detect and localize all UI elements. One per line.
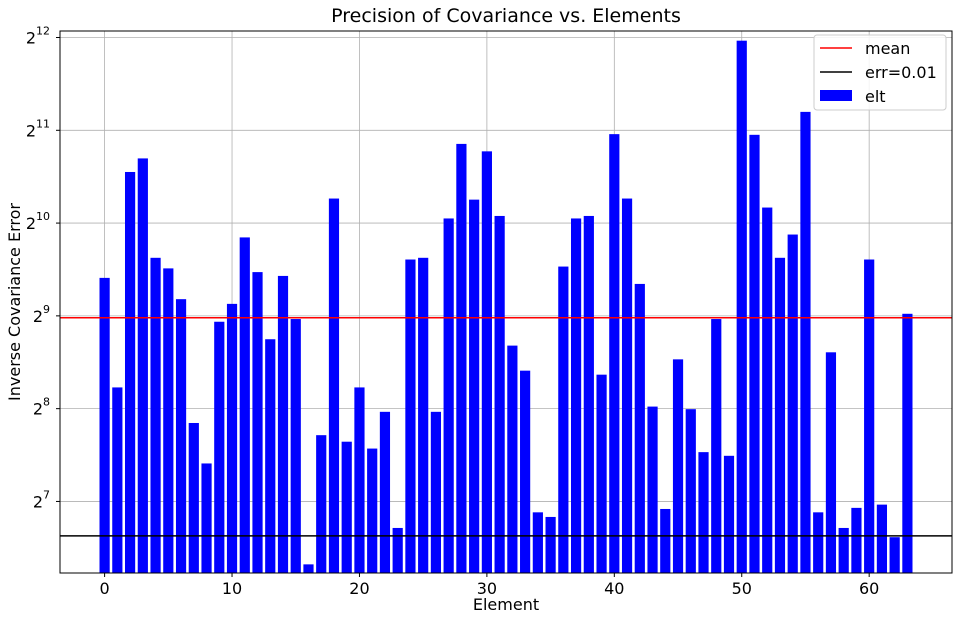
x-tick-label: 60 [859, 579, 879, 598]
bar [672, 359, 684, 573]
bar [736, 40, 747, 573]
legend: mean err=0.01 elt [813, 34, 947, 111]
x-tick-label: 30 [477, 579, 497, 598]
bar [634, 283, 645, 573]
bar [392, 527, 403, 573]
y-tick-label: 27 [33, 488, 50, 511]
bar [316, 435, 327, 573]
x-tick-layer: 0 10 20 30 40 50 60 [100, 573, 879, 598]
bar [367, 448, 378, 573]
bar [354, 387, 365, 573]
bar [876, 504, 888, 573]
y-tick-label: 211 [26, 117, 50, 140]
y-tick-label: 210 [26, 210, 50, 233]
bar [889, 537, 900, 573]
bar [277, 275, 289, 573]
legend-elt-swatch [820, 90, 852, 101]
y-tick-label: 29 [33, 303, 50, 326]
bar [456, 143, 467, 574]
y-tick-label: 28 [33, 396, 50, 419]
legend-elt-label: elt [865, 87, 886, 106]
plot-frame [59, 30, 953, 574]
y-tick-label: 212 [26, 25, 50, 48]
bar [711, 319, 722, 573]
bar [226, 303, 238, 573]
x-tick-label: 50 [732, 579, 752, 598]
x-tick-label: 20 [349, 579, 369, 598]
bar [660, 508, 671, 573]
bar [252, 272, 263, 573]
bar [201, 463, 212, 573]
bar-layer [99, 40, 913, 574]
bar [851, 507, 862, 573]
x-tick-label: 0 [100, 579, 110, 598]
bar [290, 319, 301, 573]
bar [494, 215, 505, 574]
bar [813, 512, 824, 573]
bar [621, 198, 633, 573]
bar [596, 374, 607, 573]
reference-line-layer [60, 316, 952, 537]
bar [609, 134, 620, 574]
bar [787, 234, 798, 573]
bar [469, 199, 480, 573]
bar [443, 218, 454, 573]
bar [902, 313, 913, 573]
bar [507, 345, 518, 573]
x-tick-label: 40 [604, 579, 624, 598]
bar [774, 257, 786, 573]
bar [520, 370, 531, 573]
bar [685, 409, 696, 573]
bar [188, 422, 199, 573]
y-tick-layer: 27 28 29 210 211 212 [26, 25, 60, 511]
bar [137, 158, 148, 574]
bar [723, 455, 735, 573]
bar [214, 321, 225, 573]
bar [762, 207, 773, 573]
bar [163, 268, 174, 573]
x-axis-label: Element [473, 595, 539, 614]
bar [481, 151, 492, 573]
bar [418, 257, 429, 573]
bar [430, 411, 442, 573]
bar [838, 527, 849, 573]
bar [379, 411, 391, 573]
x-tick-label: 10 [222, 579, 242, 598]
bar [647, 406, 658, 573]
bar [825, 352, 837, 573]
bar [328, 198, 340, 573]
bar [405, 259, 416, 573]
y-axis-label: Inverse Covariance Error [5, 203, 24, 401]
bar [303, 564, 314, 573]
bar [112, 387, 123, 573]
bar [239, 237, 250, 573]
bar [150, 257, 161, 573]
bar [698, 452, 709, 573]
bar [532, 512, 543, 573]
bar [749, 134, 760, 574]
bar [583, 215, 594, 574]
legend-err-label: err=0.01 [865, 63, 937, 82]
bar [124, 171, 136, 573]
bar [99, 277, 110, 573]
bar [570, 218, 582, 573]
bar [864, 259, 875, 573]
bar [545, 516, 556, 573]
chart-title: Precision of Covariance vs. Elements [331, 5, 681, 27]
bar [175, 299, 187, 573]
legend-mean-label: mean [865, 39, 910, 58]
bar [265, 339, 276, 573]
bar [800, 111, 811, 574]
bar [341, 441, 352, 573]
bar [558, 266, 569, 573]
